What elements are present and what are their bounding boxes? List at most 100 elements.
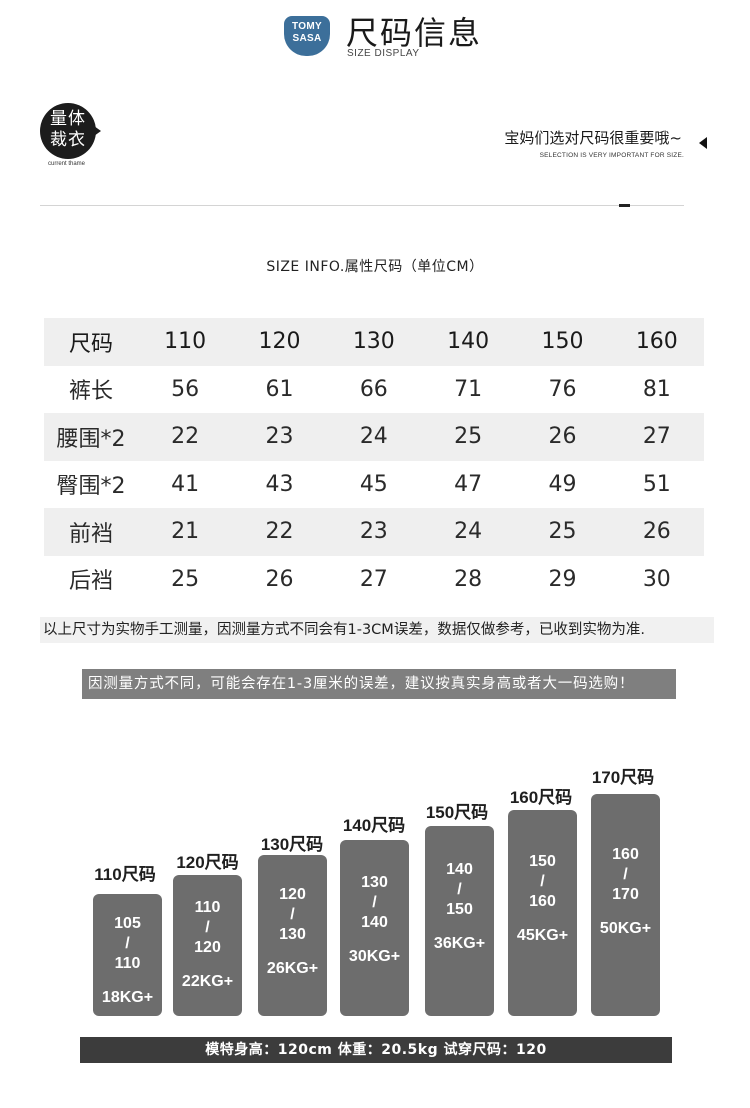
- table-header-cell: 尺码: [44, 318, 138, 366]
- bar-height-top: 140: [446, 861, 473, 878]
- badge-line-2: 裁衣: [50, 130, 86, 150]
- table-row: 臀围*2 41 43 45 47 49 51: [44, 461, 704, 509]
- table-cell: 47: [454, 471, 483, 497]
- table-row: 裤长 56 61 66 71 76 81: [44, 366, 704, 414]
- size-guide-label: 120尺码: [176, 853, 239, 872]
- size-guide-label: 170尺码: [591, 768, 655, 787]
- table-cell: 24: [326, 413, 421, 461]
- table-cell: 61: [265, 376, 294, 402]
- bar-weight: 22KG+: [181, 973, 234, 990]
- theme-badge: 量体 裁衣: [40, 103, 96, 159]
- table-cell: 26: [265, 566, 294, 592]
- table-header-cell: 130: [326, 318, 421, 366]
- bar-weight: 18KG+: [101, 989, 154, 1006]
- size-guide-bar: 130 / 140 30KG+: [340, 840, 409, 1016]
- measurement-note: 以上尺寸为实物手工测量，因测量方式不同会有1-3CM误差，数据仅做参考，已收到实…: [40, 617, 714, 643]
- table-cell: 23: [326, 508, 421, 556]
- table-header-cell: 110: [138, 318, 233, 366]
- badge-caption: current thame: [48, 161, 86, 167]
- page-subtitle: SIZE DISPLAY: [347, 48, 420, 59]
- table-header-cell: 120: [232, 318, 327, 366]
- size-guide-bar: 110 / 120 22KG+: [173, 875, 242, 1016]
- table-cell: 24: [420, 508, 516, 556]
- table-row-label: 腰围*2: [44, 413, 138, 461]
- bar-weight: 26KG+: [266, 960, 319, 977]
- table-cell: 81: [642, 376, 671, 402]
- bar-height-bottom: 140: [361, 914, 388, 931]
- table-cell: 22: [138, 413, 233, 461]
- size-guide-bar: 160 / 170 50KG+: [591, 794, 660, 1016]
- size-guide-label: 140尺码: [342, 816, 406, 835]
- table-cell: 21: [138, 508, 233, 556]
- sizing-advice-banner: 因测量方式不同，可能会存在1-3厘米的误差，建议按真实身高或者大一码选购！: [82, 669, 676, 699]
- bar-height-top: 160: [612, 846, 639, 863]
- table-row: 腰围*2 22 23 24 25 26 27: [44, 413, 704, 461]
- table-cell: 76: [548, 376, 577, 402]
- bar-weight: 50KG+: [599, 920, 652, 937]
- size-guide-label: 110尺码: [94, 865, 156, 884]
- badge-pointer-icon: [94, 126, 101, 136]
- table-cell: 41: [171, 471, 200, 497]
- table-cell: 43: [265, 471, 294, 497]
- model-info-footer: 模特身高：120cm 体重：20.5kg 试穿尺码：120: [80, 1037, 672, 1063]
- bar-weight: 45KG+: [516, 927, 569, 944]
- size-guide-label: 150尺码: [425, 803, 489, 822]
- bar-height-top: 110: [194, 899, 221, 916]
- bar-weight: 30KG+: [348, 948, 401, 965]
- size-guide-bar: 150 / 160 45KG+: [508, 810, 577, 1016]
- table-cell: 25: [515, 508, 610, 556]
- badge-line-1: 量体: [50, 109, 86, 129]
- table-cell: 26: [515, 413, 610, 461]
- table-cell: 45: [359, 471, 388, 497]
- table-cell: 56: [171, 376, 200, 402]
- size-guide-bar: 140 / 150 36KG+: [425, 826, 494, 1016]
- size-guide-label: 160尺码: [509, 788, 573, 807]
- table-row-label: 臀围*2: [56, 474, 126, 500]
- table-cell: 22: [232, 508, 327, 556]
- bar-slash: /: [125, 935, 130, 952]
- bar-slash: /: [205, 919, 210, 936]
- table-row-label: 前裆: [44, 508, 138, 556]
- bar-slash: /: [290, 906, 295, 923]
- bar-slash: /: [372, 894, 377, 911]
- table-row: 后裆 25 26 27 28 29 30: [44, 556, 704, 604]
- table-cell: 23: [232, 413, 327, 461]
- table-cell: 27: [359, 566, 388, 592]
- bar-slash: /: [540, 873, 545, 890]
- size-guide-bar: 120 / 130 26KG+: [258, 855, 327, 1016]
- bar-height-bottom: 120: [194, 939, 221, 956]
- bar-slash: /: [623, 866, 628, 883]
- table-cell: 66: [359, 376, 388, 402]
- bar-weight: 36KG+: [433, 935, 486, 952]
- table-cell: 25: [420, 413, 516, 461]
- table-row-label: 后裆: [68, 569, 113, 595]
- page-title: 尺码信息: [346, 14, 483, 52]
- bar-height-bottom: 110: [114, 955, 141, 972]
- table-cell: 30: [642, 566, 671, 592]
- table-row-label: 裤长: [68, 379, 113, 405]
- table-title: SIZE INFO.属性尺码（单位CM）: [266, 259, 484, 275]
- size-guide-label: 130尺码: [260, 835, 324, 854]
- size-notice-sub: SELECTION IS VERY IMPORTANT FOR SIZE.: [539, 152, 684, 159]
- bar-height-top: 120: [279, 886, 306, 903]
- bar-height-bottom: 150: [446, 901, 473, 918]
- table-row: 前裆 21 22 23 24 25 26: [44, 508, 704, 556]
- table-cell: 25: [171, 566, 200, 592]
- divider-accent: [619, 204, 630, 207]
- size-table: 尺码 110 120 130 140 150 160 裤长 56 61 66 7…: [44, 318, 704, 603]
- logo-text-top: TOMY: [292, 21, 322, 32]
- size-guide-bar: 105 / 110 18KG+: [93, 894, 162, 1016]
- bar-height-bottom: 130: [279, 926, 306, 943]
- table-header-cell: 160: [609, 318, 704, 366]
- logo-text-bottom: SASA: [292, 33, 322, 44]
- bar-height-top: 150: [529, 853, 556, 870]
- bar-height-bottom: 170: [612, 886, 639, 903]
- table-cell: 28: [454, 566, 483, 592]
- brand-logo: TOMY SASA: [284, 16, 330, 56]
- bar-height-bottom: 160: [529, 893, 556, 910]
- table-header-row: 尺码 110 120 130 140 150 160: [44, 318, 704, 366]
- arrow-left-icon: [699, 137, 707, 149]
- table-header-cell: 140: [420, 318, 516, 366]
- bar-height-top: 105: [114, 915, 141, 932]
- table-cell: 51: [642, 471, 671, 497]
